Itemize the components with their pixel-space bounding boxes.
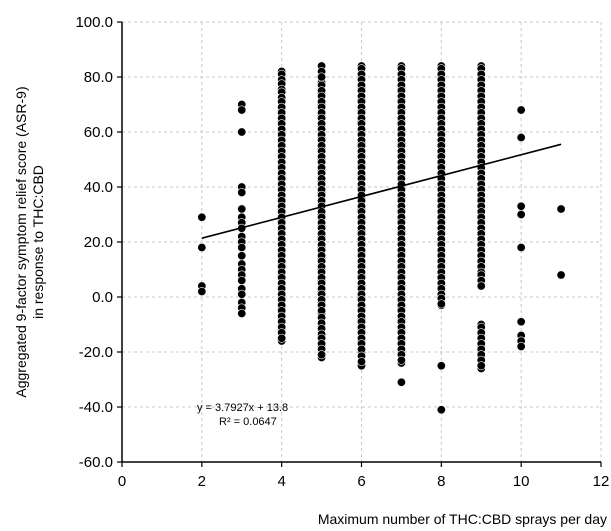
r-squared-label: R² = 0.0647 (219, 416, 277, 428)
trendline-equation: y = 3.7927x + 13.8 (197, 402, 288, 414)
data-point (516, 210, 526, 220)
x-axis-label: Maximum number of THC:CBD sprays per day (318, 511, 607, 527)
x-tick-label: 6 (357, 473, 365, 490)
data-point (277, 333, 287, 343)
data-point (197, 243, 207, 253)
data-points (197, 61, 566, 415)
x-tick-label: 10 (513, 473, 530, 490)
data-point (516, 105, 526, 115)
tick-labels: 100.0 80.0 60.0 40.0 20.0 0.0 -20.0 -40.0 -60.0 0… (75, 14, 609, 490)
trendline (201, 143, 562, 239)
data-point (476, 361, 486, 371)
x-tick-label: 0 (118, 473, 126, 490)
data-point (237, 289, 247, 299)
data-point (396, 377, 406, 387)
data-point (197, 286, 207, 296)
data-point (317, 72, 327, 82)
y-tick-label: 60.0 (84, 124, 113, 141)
data-point (556, 204, 566, 214)
trendline-line (201, 143, 562, 239)
data-point (317, 350, 327, 360)
data-point (237, 204, 247, 214)
y-tick-label: 0.0 (92, 289, 113, 306)
data-point (237, 275, 247, 285)
y-tick-label: -60.0 (79, 454, 113, 471)
data-point (476, 281, 486, 291)
y-tick-label: 40.0 (84, 179, 113, 196)
data-point (516, 201, 526, 211)
x-tick-label: 12 (593, 473, 610, 490)
x-tick-label: 2 (198, 473, 206, 490)
data-point (197, 212, 207, 222)
data-point (516, 341, 526, 351)
y-axis-label-line-1: Aggregated 9-factor symptom relief score… (13, 86, 29, 397)
y-axis-label: Aggregated 9-factor symptom relief score… (13, 86, 46, 397)
data-point (237, 127, 247, 137)
data-point (516, 243, 526, 253)
data-point (237, 243, 247, 253)
y-axis-label-line-2: in response to THC:CBD (30, 165, 46, 319)
data-point (237, 251, 247, 261)
data-point (436, 299, 446, 309)
grid-lines (122, 21, 602, 462)
y-tick-label: 80.0 (84, 69, 113, 86)
data-point (516, 317, 526, 327)
data-point (396, 355, 406, 365)
y-tick-label: 20.0 (84, 234, 113, 251)
data-point (237, 105, 247, 115)
y-tick-label: 100.0 (75, 14, 113, 31)
y-tick-label: -40.0 (79, 399, 113, 416)
x-tick-label: 4 (277, 473, 285, 490)
data-point (436, 361, 446, 371)
data-point (436, 405, 446, 415)
data-point (237, 188, 247, 198)
data-point (237, 308, 247, 318)
y-tick-label: -20.0 (79, 344, 113, 361)
data-point (556, 270, 566, 280)
x-tick-label: 8 (437, 473, 445, 490)
axes (117, 21, 602, 467)
data-point (516, 133, 526, 143)
data-point (356, 357, 366, 367)
